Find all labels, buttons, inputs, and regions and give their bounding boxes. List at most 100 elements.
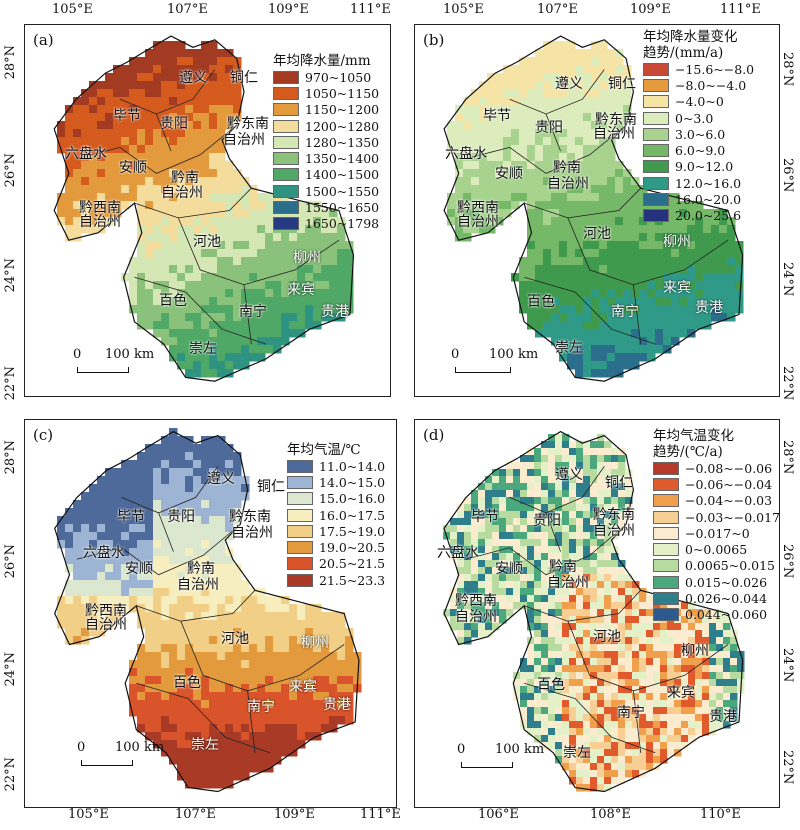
district-boundary — [524, 276, 656, 345]
panel-label: (b) — [423, 31, 445, 49]
legend-label: 11.0~14.0 — [319, 458, 386, 474]
city-label: 黔南 — [549, 559, 577, 575]
legend-label: 970~1050 — [305, 69, 372, 85]
legend-item: 1200~1280 — [273, 118, 379, 134]
legend-swatch — [287, 541, 313, 555]
district-boundary — [136, 590, 256, 622]
top-lon-label: 105°E — [52, 2, 93, 17]
left-lat-label: 26°N — [3, 544, 18, 579]
map-panel-a: (a) 年均降水量/mm 970~1050 1050~1150 1150~1200 1… — [24, 24, 391, 397]
top-lon-label: 107°E — [537, 2, 578, 17]
top-lon-label: 107°E — [167, 2, 208, 17]
legend-item: 16.0~17.5 — [287, 507, 385, 523]
legend-swatch — [273, 168, 299, 182]
legend-swatch — [273, 201, 299, 215]
city-label: 黔西南 — [457, 200, 499, 216]
city-label: 来宾 — [287, 282, 315, 298]
city-label: 河池 — [583, 226, 611, 242]
city-label: 贵港 — [321, 304, 349, 320]
legend-label: −0.06~−0.04 — [685, 476, 773, 492]
bottom-lon-label: 109°E — [274, 807, 315, 822]
legend-item: 0.026~0.044 — [653, 590, 779, 606]
legend-label: 16.0~17.5 — [319, 507, 386, 523]
legend-label: 0.0065~0.015 — [685, 558, 775, 574]
district-boundary — [247, 690, 256, 753]
legend-label: 3.0~6.0 — [675, 126, 726, 142]
legend-label: 0~0.0065 — [685, 542, 748, 558]
city-label: 崇左 — [191, 737, 219, 753]
legend-item: 6.0~9.0 — [643, 142, 754, 158]
legend-label: −0.03~−0.017 — [685, 509, 780, 525]
city-label: 贵阳 — [160, 116, 188, 132]
legend-item: 1280~1350 — [273, 134, 379, 150]
right-lat-label: 22°N — [780, 366, 795, 401]
district-boundary — [545, 113, 561, 152]
city-label: 黔东南 — [227, 116, 269, 132]
legend-item: 970~1050 — [273, 69, 379, 85]
legend-swatch — [643, 127, 669, 141]
legend-swatch — [273, 103, 299, 117]
legend-swatch — [287, 557, 313, 571]
city-label: 遵义 — [555, 467, 583, 483]
legend: 年均降水量变化 趋势/(mm/a) −15.6~−8.0 −8.0~−4.0 −4.… — [643, 29, 754, 224]
right-lat-label: 28°N — [780, 440, 795, 475]
city-label: 贵港 — [695, 300, 723, 316]
legend-title: 年均降水量/mm — [273, 53, 371, 69]
city-label: 遵义 — [555, 76, 583, 92]
panel-label: (a) — [33, 31, 54, 49]
legend-item: 17.5~19.0 — [287, 523, 385, 539]
city-label: 铜仁 — [257, 479, 285, 495]
city-label: 柳州 — [301, 635, 329, 651]
legend-title: 年均气温/℃ — [287, 442, 361, 458]
legend-label: 1650~1798 — [305, 216, 380, 232]
legend-item: −0.03~−0.017 — [653, 509, 780, 525]
city-label: 毕节 — [483, 108, 511, 124]
top-lon-label: 109°E — [268, 2, 309, 17]
legend-swatch — [643, 62, 669, 76]
legend-label: 20.5~21.5 — [319, 556, 386, 572]
city-label: 遵义 — [179, 70, 207, 86]
legend-rows: −0.08~−0.06 −0.06~−0.04 −0.04~−0.03 −0.03~−… — [653, 460, 780, 623]
city-label: 河池 — [221, 631, 249, 647]
city-label: 六盘水 — [445, 146, 487, 162]
city-label: 六盘水 — [83, 545, 125, 561]
city-label: 河池 — [193, 234, 221, 250]
legend-swatch — [653, 494, 679, 508]
city-label: 黔东南 — [595, 112, 637, 128]
city-label: 自治州 — [231, 525, 273, 541]
legend-label: −0.08~−0.06 — [685, 460, 773, 476]
city-label: 黔南 — [553, 160, 581, 176]
city-label: 遵义 — [207, 471, 235, 487]
legend-swatch — [653, 543, 679, 557]
city-label: 自治州 — [593, 126, 635, 142]
legend-label: 0~3.0 — [675, 110, 714, 126]
legend-swatch — [273, 184, 299, 198]
legend-swatch — [287, 524, 313, 538]
scale-line — [81, 760, 133, 766]
legend-label: 9.0~12.0 — [675, 159, 734, 175]
district-boundary — [545, 512, 561, 552]
city-label: 安顺 — [495, 561, 523, 577]
raster-map-d — [443, 430, 745, 793]
legend-item: 9.0~12.0 — [643, 159, 754, 175]
scale-label: 100 km — [105, 347, 155, 362]
legend-label: −0.017~0 — [685, 525, 750, 541]
district-boundary — [76, 524, 241, 576]
legend-swatch — [653, 608, 679, 622]
legend-item: 20.0~25.6 — [643, 208, 754, 224]
legend-label: 1550~1650 — [305, 200, 380, 216]
district-boundary — [134, 187, 252, 219]
city-label: 百色 — [173, 675, 201, 691]
bottom-lon-label: 111°E — [360, 807, 401, 822]
district-boundary — [524, 682, 656, 754]
right-lat-label: 22°N — [780, 750, 795, 785]
city-label: 南宁 — [247, 699, 275, 715]
scale-label: 100 km — [489, 347, 539, 362]
legend-item: 0.044~0.060 — [653, 607, 779, 623]
city-label: 自治州 — [455, 609, 497, 625]
top-lon-label: 109°E — [630, 2, 671, 17]
legend-label: −0.04~−0.03 — [685, 493, 773, 509]
city-label: 南宁 — [239, 304, 267, 320]
legend: 年均气温/℃ 11.0~14.0 14.0~15.0 15.0~16.0 16.0~1… — [287, 442, 385, 588]
district-boundary — [524, 590, 641, 622]
